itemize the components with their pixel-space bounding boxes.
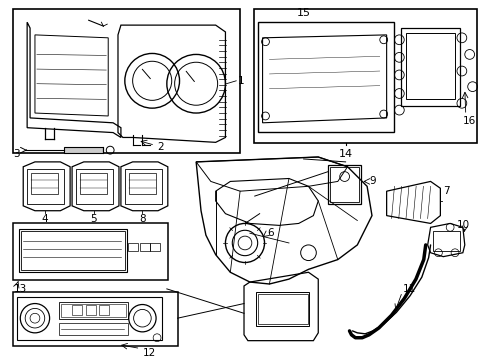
Text: 12: 12 xyxy=(142,348,155,359)
Text: 9: 9 xyxy=(368,176,375,186)
Bar xyxy=(20,229,126,272)
Bar xyxy=(99,305,109,315)
Bar xyxy=(76,169,113,204)
Bar xyxy=(257,294,307,324)
Bar xyxy=(329,167,359,202)
Bar xyxy=(64,147,103,153)
Bar xyxy=(124,169,162,204)
Text: 16: 16 xyxy=(462,116,475,126)
Text: 5: 5 xyxy=(90,214,97,224)
Bar xyxy=(257,22,394,132)
Bar xyxy=(18,297,162,340)
Bar xyxy=(253,9,475,143)
Text: 3: 3 xyxy=(14,149,20,159)
Text: 8: 8 xyxy=(139,214,145,224)
Text: 6: 6 xyxy=(267,228,273,238)
Bar xyxy=(72,305,81,315)
Text: 2: 2 xyxy=(157,142,163,152)
Text: 11: 11 xyxy=(403,284,416,294)
Text: 10: 10 xyxy=(456,220,469,230)
Text: 1: 1 xyxy=(238,76,244,86)
Bar xyxy=(150,243,160,251)
Bar xyxy=(27,169,64,204)
Bar xyxy=(31,173,58,194)
Bar xyxy=(401,28,459,106)
Text: 4: 4 xyxy=(41,214,48,224)
Bar xyxy=(14,9,240,153)
Bar xyxy=(327,165,361,204)
Text: 15: 15 xyxy=(296,8,310,18)
Bar xyxy=(59,323,127,335)
Text: 13: 13 xyxy=(14,284,27,294)
Text: 14: 14 xyxy=(338,149,352,159)
Bar xyxy=(21,231,124,270)
Bar xyxy=(127,243,137,251)
Text: 7: 7 xyxy=(443,186,449,196)
Bar xyxy=(140,243,150,251)
Bar xyxy=(59,302,127,319)
Bar xyxy=(14,292,177,346)
Bar xyxy=(406,33,454,99)
Bar xyxy=(80,173,107,194)
Bar xyxy=(85,305,95,315)
Bar xyxy=(432,231,459,251)
Bar xyxy=(14,224,167,280)
Bar xyxy=(128,173,156,194)
Bar xyxy=(61,303,125,317)
Bar xyxy=(255,292,309,326)
